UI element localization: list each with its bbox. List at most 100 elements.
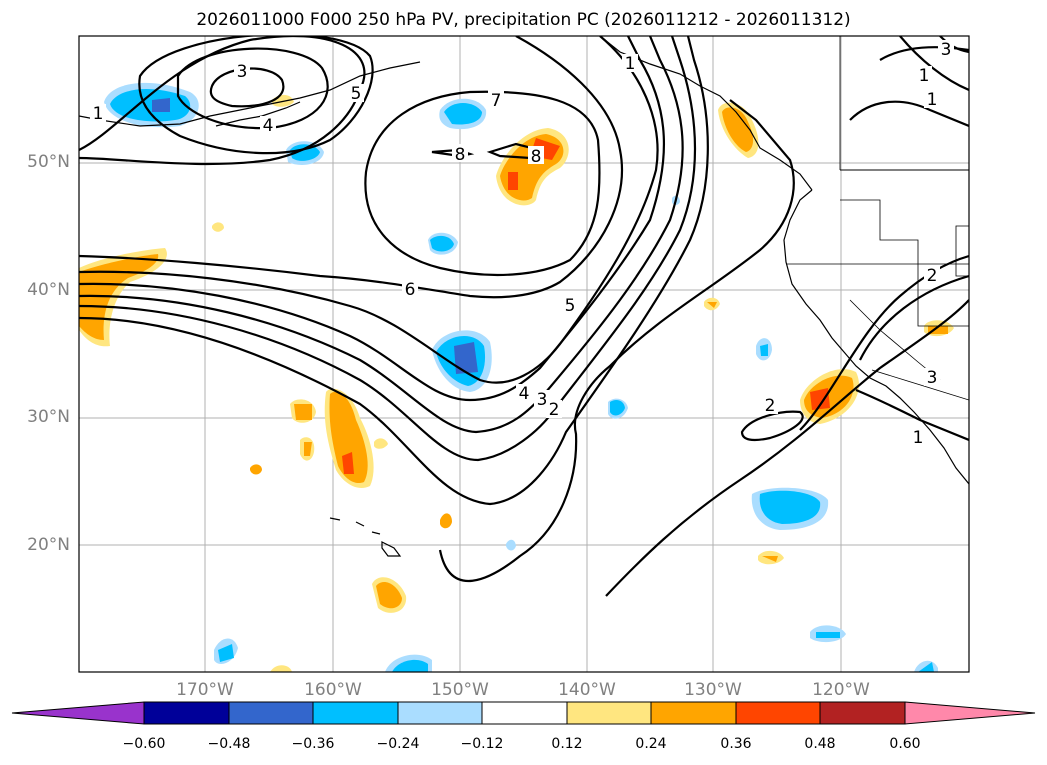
colorbar-bin [481,701,568,725]
svg-text:8: 8 [455,145,466,165]
colorbar-tick-label: 0.24 [635,736,667,752]
lon-label: 140°W [558,680,616,700]
colorbar-bin [312,701,399,725]
svg-text:6: 6 [405,280,416,300]
lat-label: 30°N [27,407,70,427]
colorbar [11,701,1036,725]
lon-label: 130°W [684,680,742,700]
pv-contour [79,36,666,402]
contour-labels: 3 4 5 7 8 8 6 5 4 3 2 2 1 2 3 1 3 1 1 1 [90,40,954,448]
lat-label: 50°N [27,152,70,172]
svg-text:1: 1 [919,66,930,86]
pv-contour [176,47,329,130]
contour-label: 1 [622,54,638,74]
pv-contour [859,274,969,361]
coastlines [79,36,969,557]
lon-label: 120°W [812,680,870,700]
colorbar-max-extend [904,701,1036,725]
precip-blob [110,89,191,122]
contour-label: 2 [924,266,940,286]
colorbar-bin [650,701,737,725]
colorbar-bin [566,701,652,725]
svg-text:3: 3 [537,390,548,410]
pv-contour [849,100,969,128]
colorbar-min-extend [11,701,145,725]
colorbar-tick-label: −0.60 [122,736,166,752]
colorbar-bin [397,701,483,725]
contour-label: 4 [516,384,532,404]
map-title: 2026011000 F000 250 hPa PV, precipitatio… [196,10,851,30]
pv-contour [79,36,709,506]
pv-contour [740,410,804,442]
map-frame [78,35,970,673]
contour-label: 1 [916,66,932,86]
lon-label: 170°W [176,680,234,700]
svg-text:7: 7 [491,91,502,111]
colorbar-tick-label: 0.48 [804,736,836,752]
contour-label: 2 [546,400,562,420]
pv-contour [438,99,795,582]
svg-text:8: 8 [531,147,542,167]
pv-contour [79,36,623,299]
svg-text:1: 1 [927,90,938,110]
colorbar-tick-label: 0.60 [889,736,921,752]
svg-text:1: 1 [913,428,924,448]
contour-label: 2 [762,396,778,416]
svg-text:2: 2 [549,400,560,420]
svg-text:4: 4 [263,116,274,136]
colorbar-tick-label: −0.48 [207,736,251,752]
pv-contour [605,299,969,597]
contour-label: 4 [260,116,276,136]
pv-contour [79,36,684,434]
contour-label: 8 [452,144,468,165]
svg-text:5: 5 [351,84,362,104]
svg-text:3: 3 [941,40,952,60]
contour-label: 5 [562,296,578,316]
contour-label: 3 [234,62,250,82]
map-field: 3 4 5 7 8 8 6 5 4 3 2 2 1 2 3 1 3 1 1 1 [79,36,969,672]
gridlines [79,36,969,672]
colorbar-tick-label: 0.12 [551,736,583,752]
svg-text:3: 3 [237,62,248,82]
colorbar-tick-label: 0.36 [720,736,752,752]
contour-label: 3 [938,40,954,60]
svg-text:1: 1 [625,54,636,74]
svg-text:1: 1 [93,104,104,124]
lat-label: 40°N [27,280,70,300]
contour-label: 8 [528,146,544,167]
pv-contour [138,36,374,155]
pv-contour [364,90,601,277]
precip-positive-areas [79,94,954,672]
contour-label: 3 [924,368,940,388]
pv-contour [939,36,969,54]
colorbar-bin [228,701,314,725]
colorbar-bin [143,701,230,725]
pv-contour [879,46,969,61]
pv-contour [79,36,659,384]
contour-label: 7 [488,90,504,111]
precip-negative-areas [104,82,938,672]
pv-contour [79,36,697,462]
colorbar-bin [735,701,821,725]
lon-label: 160°W [304,680,362,700]
colorbar-tick-label: −0.24 [376,736,420,752]
lat-label: 20°N [27,535,70,555]
svg-text:4: 4 [519,384,530,404]
svg-text:3: 3 [927,368,938,388]
svg-text:5: 5 [565,296,576,316]
colorbar-tick-label: −0.36 [291,736,335,752]
contour-label: 1 [90,104,106,124]
svg-text:2: 2 [927,266,938,286]
pv-contour [899,36,969,92]
pv-contour [799,254,969,431]
svg-text:2: 2 [765,396,776,416]
pv-contours [79,36,969,597]
contour-label: 1 [924,90,940,110]
contour-label: 6 [402,280,418,300]
contour-label: 1 [910,428,926,448]
contour-label: 5 [348,84,364,104]
colorbar-bin [819,701,906,725]
colorbar-tick-label: −0.12 [460,736,504,752]
pv-contour [855,388,969,442]
